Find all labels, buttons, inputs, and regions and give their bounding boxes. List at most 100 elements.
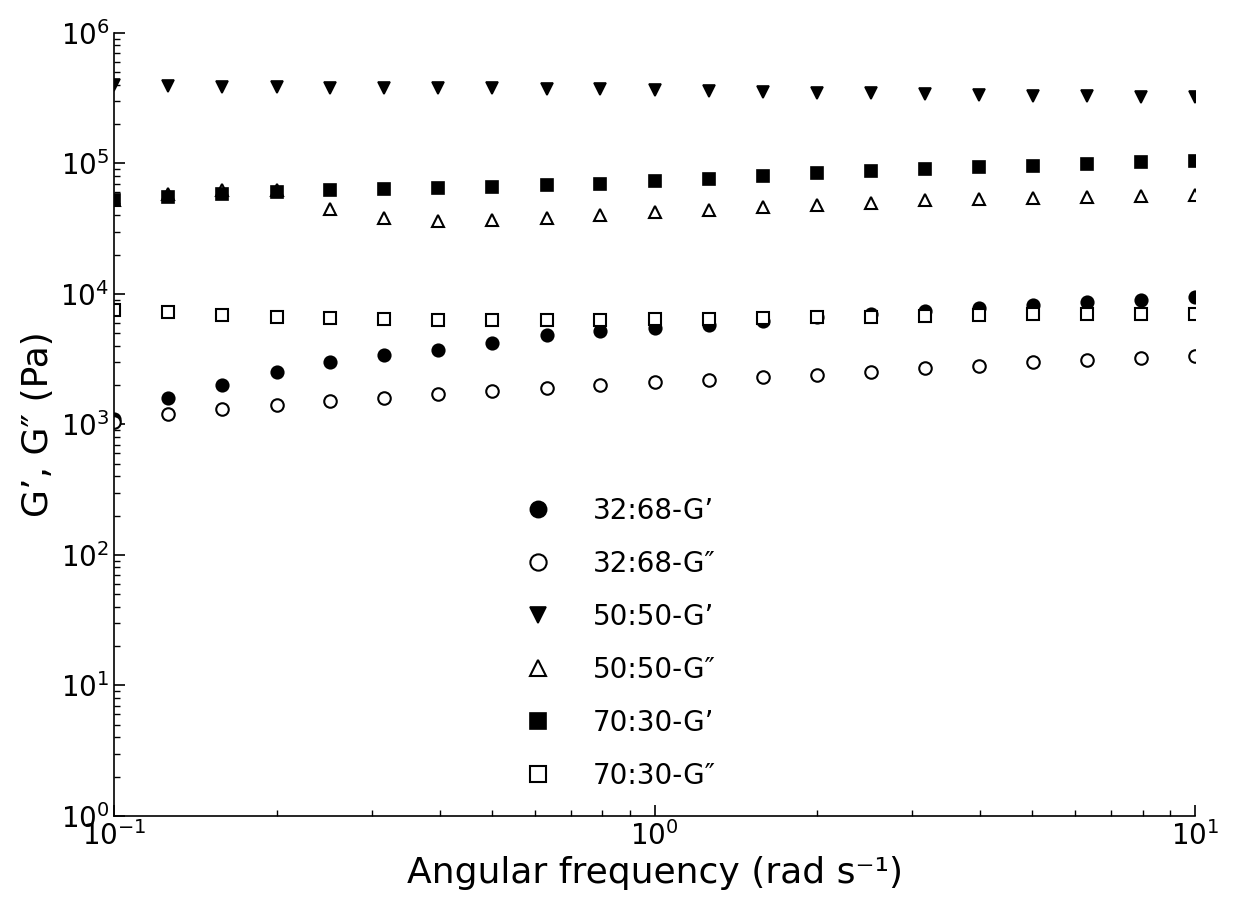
70:30-G’ — [485, 181, 500, 192]
32:68-G″ — [485, 385, 500, 396]
70:30-G″ — [161, 307, 176, 318]
32:68-G’ — [107, 414, 122, 425]
32:68-G’ — [755, 315, 770, 326]
70:30-G″ — [215, 310, 229, 321]
32:68-G’ — [161, 393, 176, 404]
32:68-G’ — [377, 350, 392, 361]
70:30-G″ — [485, 314, 500, 325]
32:68-G’ — [485, 337, 500, 348]
32:68-G″ — [322, 396, 337, 407]
32:68-G’ — [322, 356, 337, 367]
50:50-G″ — [269, 185, 284, 196]
50:50-G’ — [647, 85, 662, 96]
50:50-G’ — [432, 83, 446, 94]
70:30-G’ — [1188, 155, 1203, 166]
50:50-G″ — [322, 203, 337, 214]
50:50-G’ — [377, 82, 392, 93]
32:68-G’ — [702, 319, 717, 330]
50:50-G″ — [1080, 191, 1095, 202]
70:30-G’ — [432, 182, 446, 193]
50:50-G″ — [377, 212, 392, 223]
50:50-G″ — [1133, 190, 1148, 201]
32:68-G″ — [1025, 356, 1040, 367]
32:68-G’ — [863, 309, 878, 320]
Line: 70:30-G’: 70:30-G’ — [108, 154, 1202, 207]
32:68-G’ — [593, 325, 608, 336]
Line: 32:68-G’: 32:68-G’ — [108, 291, 1202, 425]
70:30-G″ — [971, 310, 986, 321]
50:50-G’ — [215, 81, 229, 92]
50:50-G″ — [755, 202, 770, 213]
70:30-G″ — [1133, 309, 1148, 320]
50:50-G″ — [593, 210, 608, 220]
32:68-G″ — [539, 383, 554, 394]
70:30-G″ — [1080, 309, 1095, 320]
32:68-G’ — [918, 305, 932, 316]
50:50-G″ — [432, 216, 446, 227]
70:30-G″ — [863, 311, 878, 322]
Line: 50:50-G’: 50:50-G’ — [108, 78, 1202, 104]
70:30-G’ — [107, 195, 122, 206]
70:30-G″ — [322, 312, 337, 323]
50:50-G’ — [593, 84, 608, 95]
70:30-G’ — [1080, 159, 1095, 169]
32:68-G″ — [161, 408, 176, 419]
50:50-G’ — [918, 88, 932, 99]
70:30-G’ — [377, 184, 392, 195]
32:68-G’ — [1188, 292, 1203, 302]
50:50-G’ — [107, 79, 122, 90]
32:68-G″ — [918, 363, 932, 374]
70:30-G’ — [269, 187, 284, 198]
70:30-G’ — [971, 162, 986, 173]
32:68-G″ — [647, 377, 662, 388]
70:30-G’ — [810, 168, 825, 179]
50:50-G’ — [539, 84, 554, 95]
32:68-G″ — [377, 393, 392, 404]
50:50-G″ — [702, 204, 717, 215]
70:30-G’ — [215, 189, 229, 200]
32:68-G″ — [863, 367, 878, 378]
70:30-G’ — [755, 170, 770, 181]
70:30-G″ — [702, 313, 717, 324]
70:30-G’ — [539, 179, 554, 190]
32:68-G’ — [1080, 297, 1095, 308]
50:50-G’ — [810, 87, 825, 98]
70:30-G″ — [1188, 309, 1203, 320]
50:50-G’ — [755, 87, 770, 97]
50:50-G″ — [918, 195, 932, 206]
32:68-G’ — [647, 322, 662, 333]
50:50-G’ — [702, 86, 717, 97]
70:30-G’ — [161, 191, 176, 202]
70:30-G″ — [810, 312, 825, 322]
50:50-G″ — [107, 195, 122, 206]
50:50-G″ — [485, 214, 500, 225]
50:50-G″ — [539, 212, 554, 223]
70:30-G″ — [539, 314, 554, 325]
50:50-G’ — [1025, 90, 1040, 101]
50:50-G″ — [647, 207, 662, 218]
Legend: 32:68-G’, 32:68-G″, 50:50-G’, 50:50-G″, 70:30-G’, 70:30-G″: 32:68-G’, 32:68-G″, 50:50-G’, 50:50-G″, … — [498, 486, 727, 801]
32:68-G’ — [971, 302, 986, 313]
70:30-G’ — [1133, 157, 1148, 168]
32:68-G’ — [215, 380, 229, 391]
50:50-G’ — [1188, 92, 1203, 103]
32:68-G″ — [971, 361, 986, 372]
70:30-G’ — [863, 166, 878, 177]
32:68-G″ — [1080, 354, 1095, 365]
32:68-G″ — [1133, 353, 1148, 363]
32:68-G’ — [432, 344, 446, 355]
32:68-G’ — [539, 330, 554, 341]
70:30-G″ — [918, 311, 932, 322]
32:68-G’ — [269, 367, 284, 378]
50:50-G″ — [971, 194, 986, 205]
32:68-G″ — [593, 380, 608, 391]
50:50-G″ — [215, 185, 229, 196]
50:50-G’ — [1080, 91, 1095, 102]
50:50-G’ — [971, 89, 986, 100]
70:30-G’ — [702, 173, 717, 184]
32:68-G″ — [269, 400, 284, 411]
70:30-G″ — [377, 313, 392, 324]
50:50-G’ — [322, 82, 337, 93]
70:30-G’ — [647, 176, 662, 187]
70:30-G’ — [593, 178, 608, 189]
